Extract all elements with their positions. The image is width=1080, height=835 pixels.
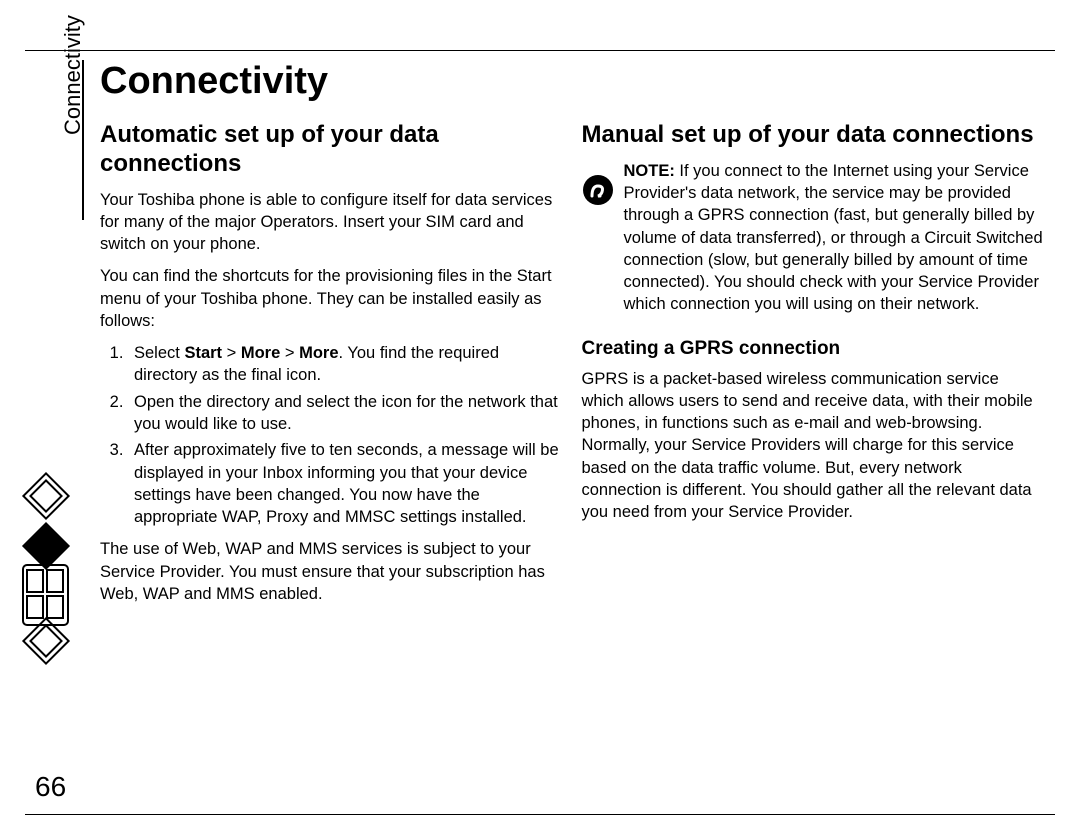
step-1: Select Start > More > More. You find the… <box>128 342 564 387</box>
left-p3: The use of Web, WAP and MMS services is … <box>100 538 564 605</box>
page-number: 66 <box>35 771 66 803</box>
step-1-sep1: > <box>222 344 241 362</box>
left-p2: You can find the shortcuts for the provi… <box>100 265 564 332</box>
left-column: Automatic set up of your data connection… <box>100 121 564 615</box>
sub-heading-gprs: Creating a GPRS connection <box>582 338 1046 360</box>
note-icon <box>582 174 614 206</box>
step-2: Open the directory and select the icon f… <box>128 391 564 436</box>
note-text: NOTE: If you connect to the Internet usi… <box>624 160 1046 316</box>
side-diamond-decoration <box>15 470 80 670</box>
right-column: Manual set up of your data connections N… <box>582 121 1046 615</box>
step-1-bold-start: Start <box>184 344 222 362</box>
step-1-text: Select <box>134 344 184 362</box>
left-p1: Your Toshiba phone is able to configure … <box>100 189 564 256</box>
step-3: After approximately five to ten seconds,… <box>128 439 564 528</box>
step-1-sep2: > <box>280 344 299 362</box>
note-body: If you connect to the Internet using you… <box>624 162 1043 314</box>
page-title: Connectivity <box>100 60 1045 103</box>
note-label: NOTE: <box>624 162 675 180</box>
note-block: NOTE: If you connect to the Internet usi… <box>582 160 1046 316</box>
two-column-layout: Automatic set up of your data connection… <box>100 121 1045 615</box>
side-label-divider <box>82 60 84 220</box>
left-heading: Automatic set up of your data connection… <box>100 121 564 179</box>
main-content: Connectivity Automatic set up of your da… <box>100 60 1045 765</box>
step-1-bold-more2: More <box>299 344 338 362</box>
step-1-bold-more1: More <box>241 344 280 362</box>
steps-list: Select Start > More > More. You find the… <box>128 342 564 528</box>
right-heading: Manual set up of your data connections <box>582 121 1046 150</box>
right-p1: GPRS is a packet-based wireless communic… <box>582 368 1046 524</box>
